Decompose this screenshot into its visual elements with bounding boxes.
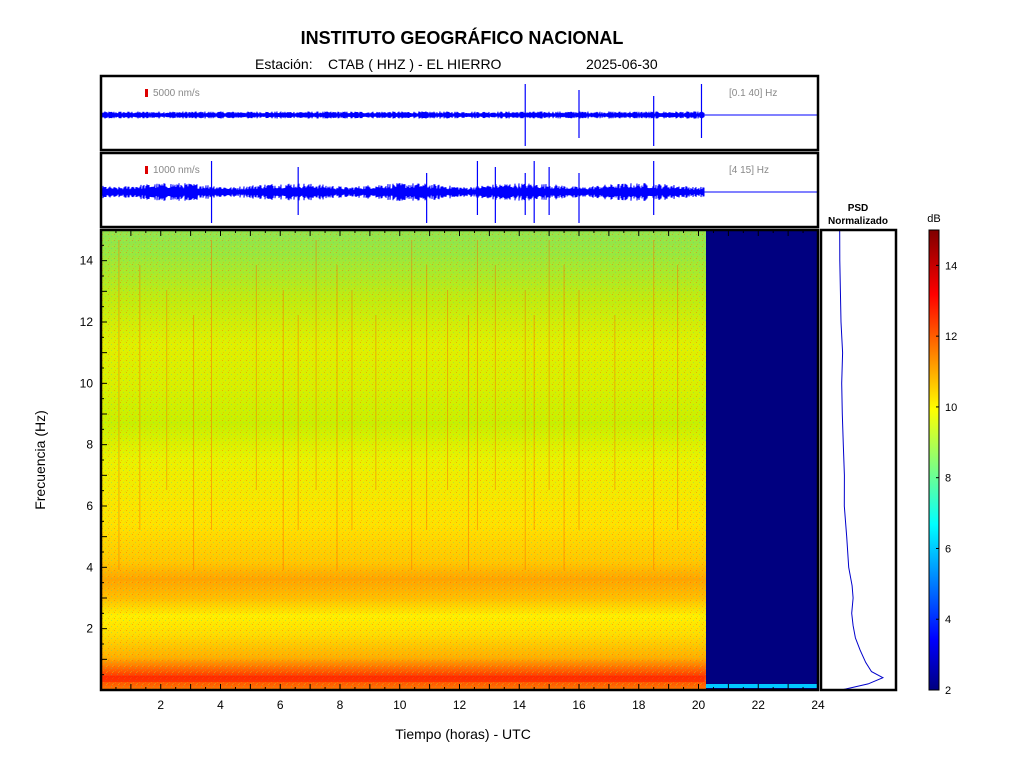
- colorbar: dB 2 4 6 8 10 12 14: [927, 213, 957, 697]
- colorbar-ticks: 2 4 6 8 10 12 14: [936, 260, 957, 697]
- y-tick-label: 4: [86, 560, 93, 574]
- y-tick-label: 6: [86, 499, 93, 513]
- colorbar-gradient: [928, 229, 940, 691]
- y-tick-label: 12: [80, 315, 94, 329]
- x-tick-label: 20: [692, 698, 706, 712]
- scale-marker: [145, 166, 148, 174]
- institution-title: INSTITUTO GEOGRÁFICO NACIONAL: [301, 27, 624, 48]
- spectrogram-no-data: [706, 230, 818, 690]
- x-tick-label: 2: [157, 698, 164, 712]
- seismogram-noise-band: [101, 183, 705, 201]
- x-tick-label: 24: [811, 698, 825, 712]
- seismogram-filtered-panel: 1000 nm/s [4 15] Hz: [99, 151, 820, 229]
- x-tick-label: 18: [632, 698, 646, 712]
- psd-line: [839, 229, 885, 691]
- seismogram-broadband-panel: 5000 nm/s [0.1 40] Hz: [99, 74, 820, 152]
- colorbar-tick-label: 12: [945, 331, 957, 343]
- spectrogram-no-data-edge: [706, 684, 818, 688]
- x-tick-label: 6: [277, 698, 284, 712]
- y-tick-label: 8: [86, 438, 93, 452]
- recording-date: 2025-06-30: [586, 56, 658, 72]
- colorbar-tick-label: 6: [945, 543, 951, 555]
- x-tick-label: 4: [217, 698, 224, 712]
- low-frequency-band: [101, 676, 705, 682]
- colorbar-tick-label: 14: [945, 260, 957, 272]
- colorbar-label: dB: [927, 213, 940, 225]
- spectrogram-event-stripes: [101, 240, 705, 682]
- x-tick-label: 22: [752, 698, 766, 712]
- spectrogram-noise: [101, 230, 706, 690]
- seismogram-filtered-filter: [4 15] Hz: [729, 165, 769, 176]
- psd-title-line1: PSD: [848, 203, 869, 214]
- colorbar-tick-label: 10: [945, 402, 957, 414]
- colorbar-tick-label: 8: [945, 473, 951, 485]
- x-axis-label: Tiempo (horas) - UTC: [395, 726, 531, 742]
- x-tick-label: 14: [513, 698, 527, 712]
- y-tick-label: 14: [80, 254, 94, 268]
- x-tick-label: 16: [572, 698, 586, 712]
- x-tick-label: 8: [337, 698, 344, 712]
- y-tick-label: 2: [86, 622, 93, 636]
- colorbar-tick-label: 4: [945, 614, 951, 626]
- seismogram-filtered-scale: 1000 nm/s: [153, 165, 200, 176]
- psd-panel: PSD Normalizado: [819, 203, 898, 692]
- station-name: CTAB ( HHZ ) - EL HIERRO: [328, 56, 502, 72]
- seismogram-noise-band: [101, 111, 705, 119]
- seismogram-broadband-scale: 5000 nm/s: [153, 88, 200, 99]
- scale-marker: [145, 89, 148, 97]
- seismogram-broadband-filter: [0.1 40] Hz: [729, 88, 777, 99]
- psd-title-line2: Normalizado: [828, 216, 888, 227]
- y-tick-label: 10: [80, 376, 94, 390]
- x-tick-label: 12: [453, 698, 467, 712]
- y-axis-label: Frecuencia (Hz): [32, 410, 48, 510]
- seismogram-filtered-trace: [101, 161, 818, 223]
- colorbar-tick-label: 2: [945, 685, 951, 697]
- seismogram-broadband-trace: [101, 84, 818, 146]
- station-label: Estación:: [255, 56, 313, 72]
- x-tick-label: 10: [393, 698, 407, 712]
